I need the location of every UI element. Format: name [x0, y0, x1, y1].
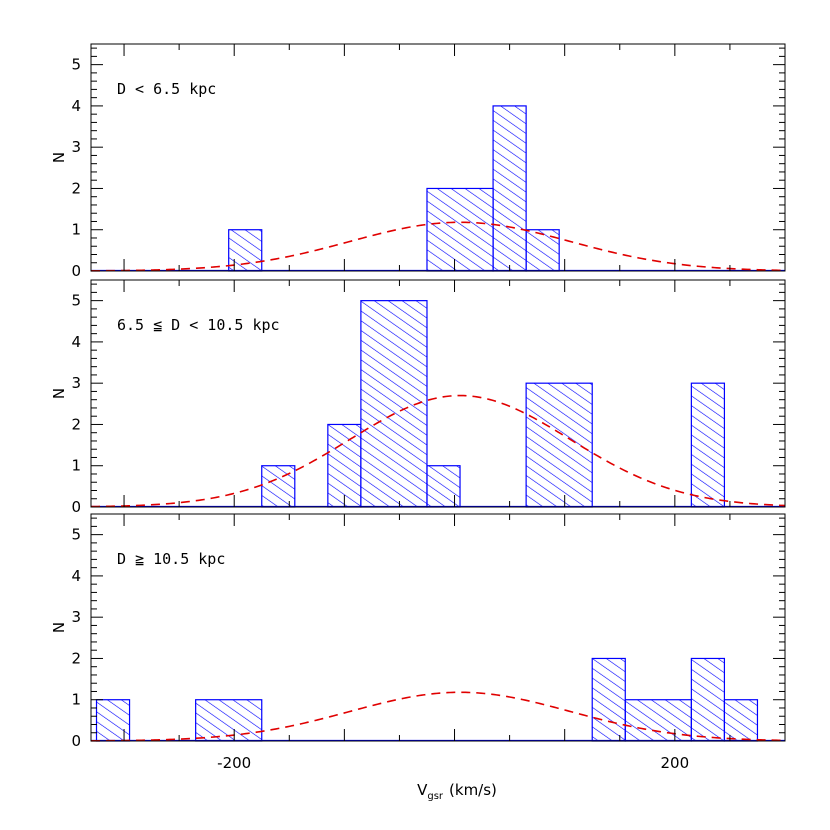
histogram-bar: [95, 699, 131, 742]
panel-frame: [90, 513, 786, 742]
panel-annotation: D ≧ 10.5 kpc: [117, 550, 225, 568]
y-tick-label: 2: [71, 649, 81, 667]
gaussian-fit-line: [90, 221, 786, 272]
y-tick-label: 5: [71, 56, 81, 74]
panel-frame: [90, 279, 786, 508]
y-tick-label: 2: [71, 415, 81, 433]
histogram-bar: [690, 657, 726, 742]
y-tick-label: 5: [71, 292, 81, 310]
histogram-bar: [591, 657, 626, 742]
histogram-bar: [624, 699, 692, 742]
y-tick-label: 0: [71, 498, 81, 516]
histogram-bar: [426, 465, 461, 508]
histogram-bar: [195, 699, 263, 742]
y-axis-label: N: [50, 622, 68, 633]
panel-annotation: D < 6.5 kpc: [117, 80, 216, 98]
y-tick-label: 3: [71, 138, 81, 156]
y-tick-label: 3: [71, 374, 81, 392]
x-tick-label: 200: [661, 754, 690, 772]
y-tick-label: 1: [71, 221, 81, 239]
histogram-bar: [525, 382, 593, 508]
y-tick-label: 1: [71, 457, 81, 475]
gaussian-fit-line: [90, 394, 786, 508]
histogram-bar: [327, 423, 362, 508]
y-tick-label: 0: [71, 732, 81, 750]
x-axis-label-units: (km/s): [449, 781, 497, 799]
histogram-bar: [426, 187, 494, 272]
y-tick-label: 4: [71, 97, 81, 115]
histogram-bar: [261, 465, 296, 508]
histogram-bar: [690, 382, 726, 508]
y-axis-label: N: [50, 388, 68, 399]
gaussian-fit-line: [90, 691, 786, 742]
panel-2: 0 1 2 3 4 5 N 6.5 ≦ D < 10.5 kpc: [50, 279, 786, 516]
panel-frame: [90, 43, 786, 272]
y-tick-label: 0: [71, 262, 81, 280]
histogram-bar: [723, 699, 759, 742]
x-tick-label: -200: [217, 754, 251, 772]
y-tick-label: 4: [71, 333, 81, 351]
x-axis-label-sub: gsr: [427, 791, 444, 802]
y-tick-label: 3: [71, 608, 81, 626]
histogram-bar: [492, 105, 527, 272]
y-tick-label: 4: [71, 567, 81, 585]
panels-group: 0 1 2 3 4 5 N D < 6.5 kpc 0 1 2 3 4 5 N 6.5 ≦ D < 10.5 …: [50, 43, 786, 772]
panel-3: 0 1 2 3 4 5 N D ≧ 10.5 kpc: [50, 513, 786, 750]
y-tick-label: 1: [71, 691, 81, 709]
panel-1: 0 1 2 3 4 5 N D < 6.5 kpc: [50, 43, 786, 280]
panel-annotation: 6.5 ≦ D < 10.5 kpc: [117, 316, 280, 334]
y-axis-label: N: [50, 152, 68, 163]
histogram-bar: [525, 229, 560, 272]
x-axis-label-main: V: [417, 781, 428, 799]
y-tick-label: 5: [71, 526, 81, 544]
x-axis-label: Vgsr (km/s): [417, 781, 497, 802]
y-tick-label: 2: [71, 179, 81, 197]
